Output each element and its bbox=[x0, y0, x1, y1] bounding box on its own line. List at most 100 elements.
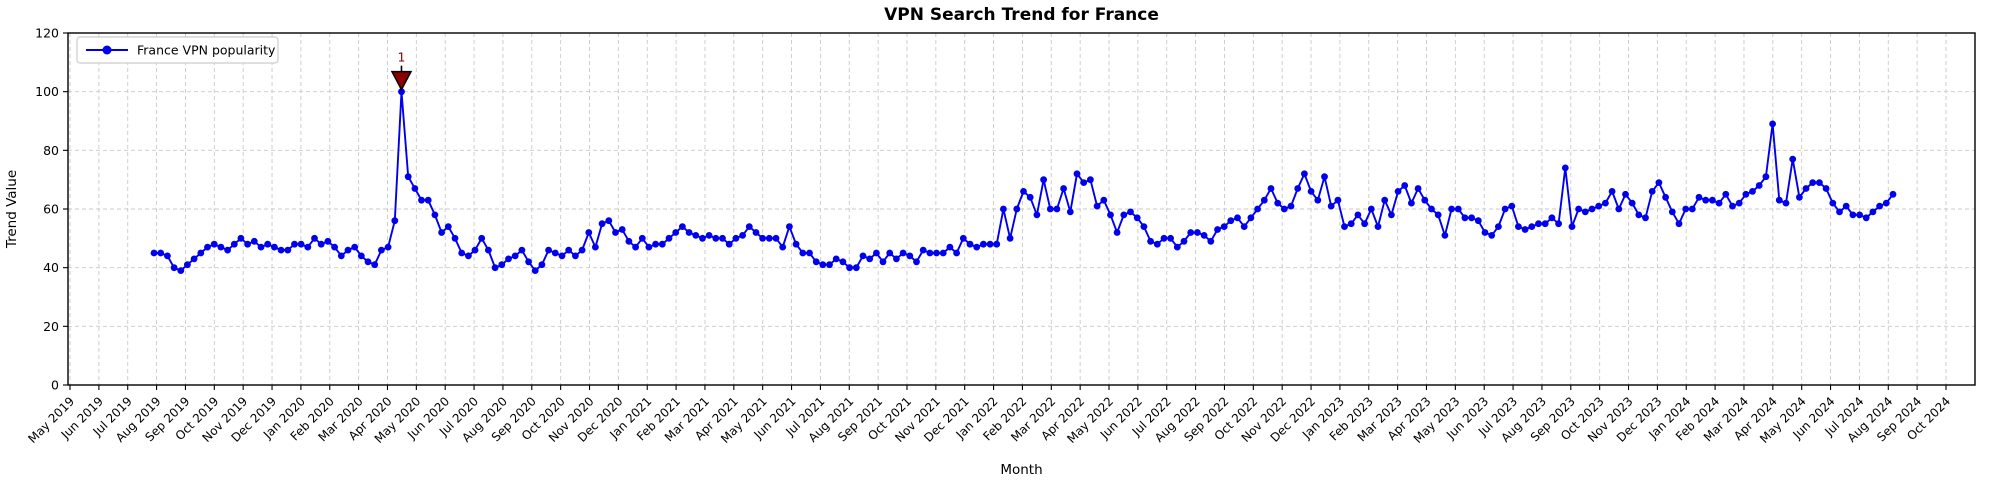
data-point bbox=[1695, 193, 1703, 201]
data-point bbox=[1287, 202, 1295, 210]
data-point bbox=[1775, 196, 1783, 204]
data-point bbox=[1816, 179, 1823, 187]
data-point bbox=[1020, 188, 1027, 195]
data-point bbox=[337, 252, 345, 260]
data-point bbox=[980, 240, 987, 248]
data-point bbox=[578, 246, 586, 254]
data-point bbox=[739, 232, 746, 239]
data-point bbox=[1347, 220, 1355, 228]
data-point bbox=[157, 249, 165, 257]
data-point bbox=[1561, 164, 1569, 172]
data-point bbox=[465, 252, 472, 260]
data-point bbox=[1789, 155, 1797, 163]
data-point bbox=[411, 185, 419, 192]
data-point bbox=[926, 249, 934, 257]
data-point bbox=[257, 243, 265, 251]
data-point bbox=[478, 234, 486, 242]
legend: France VPN popularity bbox=[76, 36, 279, 64]
data-point bbox=[1307, 188, 1315, 195]
data-point bbox=[324, 237, 332, 245]
data-point bbox=[1334, 196, 1342, 204]
data-point bbox=[1608, 188, 1616, 195]
data-point bbox=[1140, 223, 1148, 231]
data-point bbox=[1515, 223, 1522, 231]
data-point bbox=[859, 252, 867, 260]
data-point bbox=[311, 234, 318, 242]
data-point bbox=[331, 243, 338, 251]
data-point bbox=[224, 246, 232, 254]
y-tick-label: 120 bbox=[35, 26, 59, 41]
data-point bbox=[1501, 205, 1509, 213]
data-point bbox=[371, 261, 379, 269]
data-point bbox=[1280, 205, 1288, 213]
data-point bbox=[1642, 214, 1649, 222]
data-point bbox=[170, 264, 178, 272]
data-point bbox=[1809, 179, 1817, 187]
data-point bbox=[1862, 214, 1870, 222]
data-point bbox=[1882, 199, 1890, 207]
data-point bbox=[1468, 214, 1475, 222]
data-point bbox=[1588, 205, 1596, 213]
data-point bbox=[1274, 199, 1282, 207]
data-point bbox=[1802, 185, 1810, 192]
data-point bbox=[1635, 211, 1643, 219]
data-point bbox=[1194, 229, 1201, 236]
data-point bbox=[772, 234, 780, 242]
data-point bbox=[317, 240, 325, 248]
data-point bbox=[398, 88, 405, 96]
data-point bbox=[551, 249, 559, 257]
data-point bbox=[913, 258, 920, 266]
data-point bbox=[150, 249, 158, 257]
y-axis-label: Trend Value bbox=[4, 170, 20, 249]
data-point bbox=[1394, 188, 1402, 195]
data-point bbox=[939, 249, 947, 257]
data-point bbox=[826, 261, 833, 269]
legend-label: France VPN popularity bbox=[137, 43, 276, 58]
data-point bbox=[471, 246, 479, 254]
data-point bbox=[625, 237, 633, 245]
data-point bbox=[1354, 211, 1362, 219]
data-point bbox=[1187, 229, 1195, 236]
data-point bbox=[1361, 220, 1368, 228]
data-point bbox=[705, 232, 713, 239]
data-point bbox=[719, 234, 726, 242]
data-point bbox=[1769, 120, 1776, 128]
data-point bbox=[1454, 205, 1462, 213]
data-point bbox=[866, 255, 874, 263]
data-point bbox=[1341, 223, 1348, 231]
data-point bbox=[1327, 202, 1335, 210]
data-point bbox=[1240, 223, 1248, 231]
data-point bbox=[271, 243, 278, 251]
data-point bbox=[1040, 176, 1047, 184]
data-point bbox=[404, 173, 412, 181]
data-point bbox=[444, 223, 452, 231]
data-point bbox=[786, 223, 793, 231]
data-point bbox=[1214, 226, 1221, 233]
data-point bbox=[899, 249, 907, 257]
data-point bbox=[1294, 185, 1302, 192]
data-point bbox=[1675, 220, 1683, 228]
y-gridlines bbox=[68, 91, 1975, 327]
data-point bbox=[632, 243, 639, 251]
data-point bbox=[812, 258, 820, 266]
data-point bbox=[431, 211, 439, 219]
data-point bbox=[1796, 193, 1803, 201]
data-point bbox=[953, 249, 960, 257]
data-point bbox=[210, 240, 218, 248]
data-point bbox=[217, 243, 225, 251]
data-point bbox=[1414, 185, 1422, 192]
data-point bbox=[572, 252, 579, 260]
data-point bbox=[852, 264, 860, 272]
data-point bbox=[1829, 199, 1837, 207]
data-point bbox=[1053, 205, 1061, 213]
data-point bbox=[1742, 190, 1750, 198]
data-point bbox=[565, 246, 573, 254]
data-point bbox=[505, 255, 512, 263]
trend-line bbox=[154, 90, 1894, 272]
data-point bbox=[799, 249, 807, 257]
data-point bbox=[699, 234, 706, 242]
data-point bbox=[1622, 190, 1629, 198]
data-point bbox=[184, 261, 191, 269]
